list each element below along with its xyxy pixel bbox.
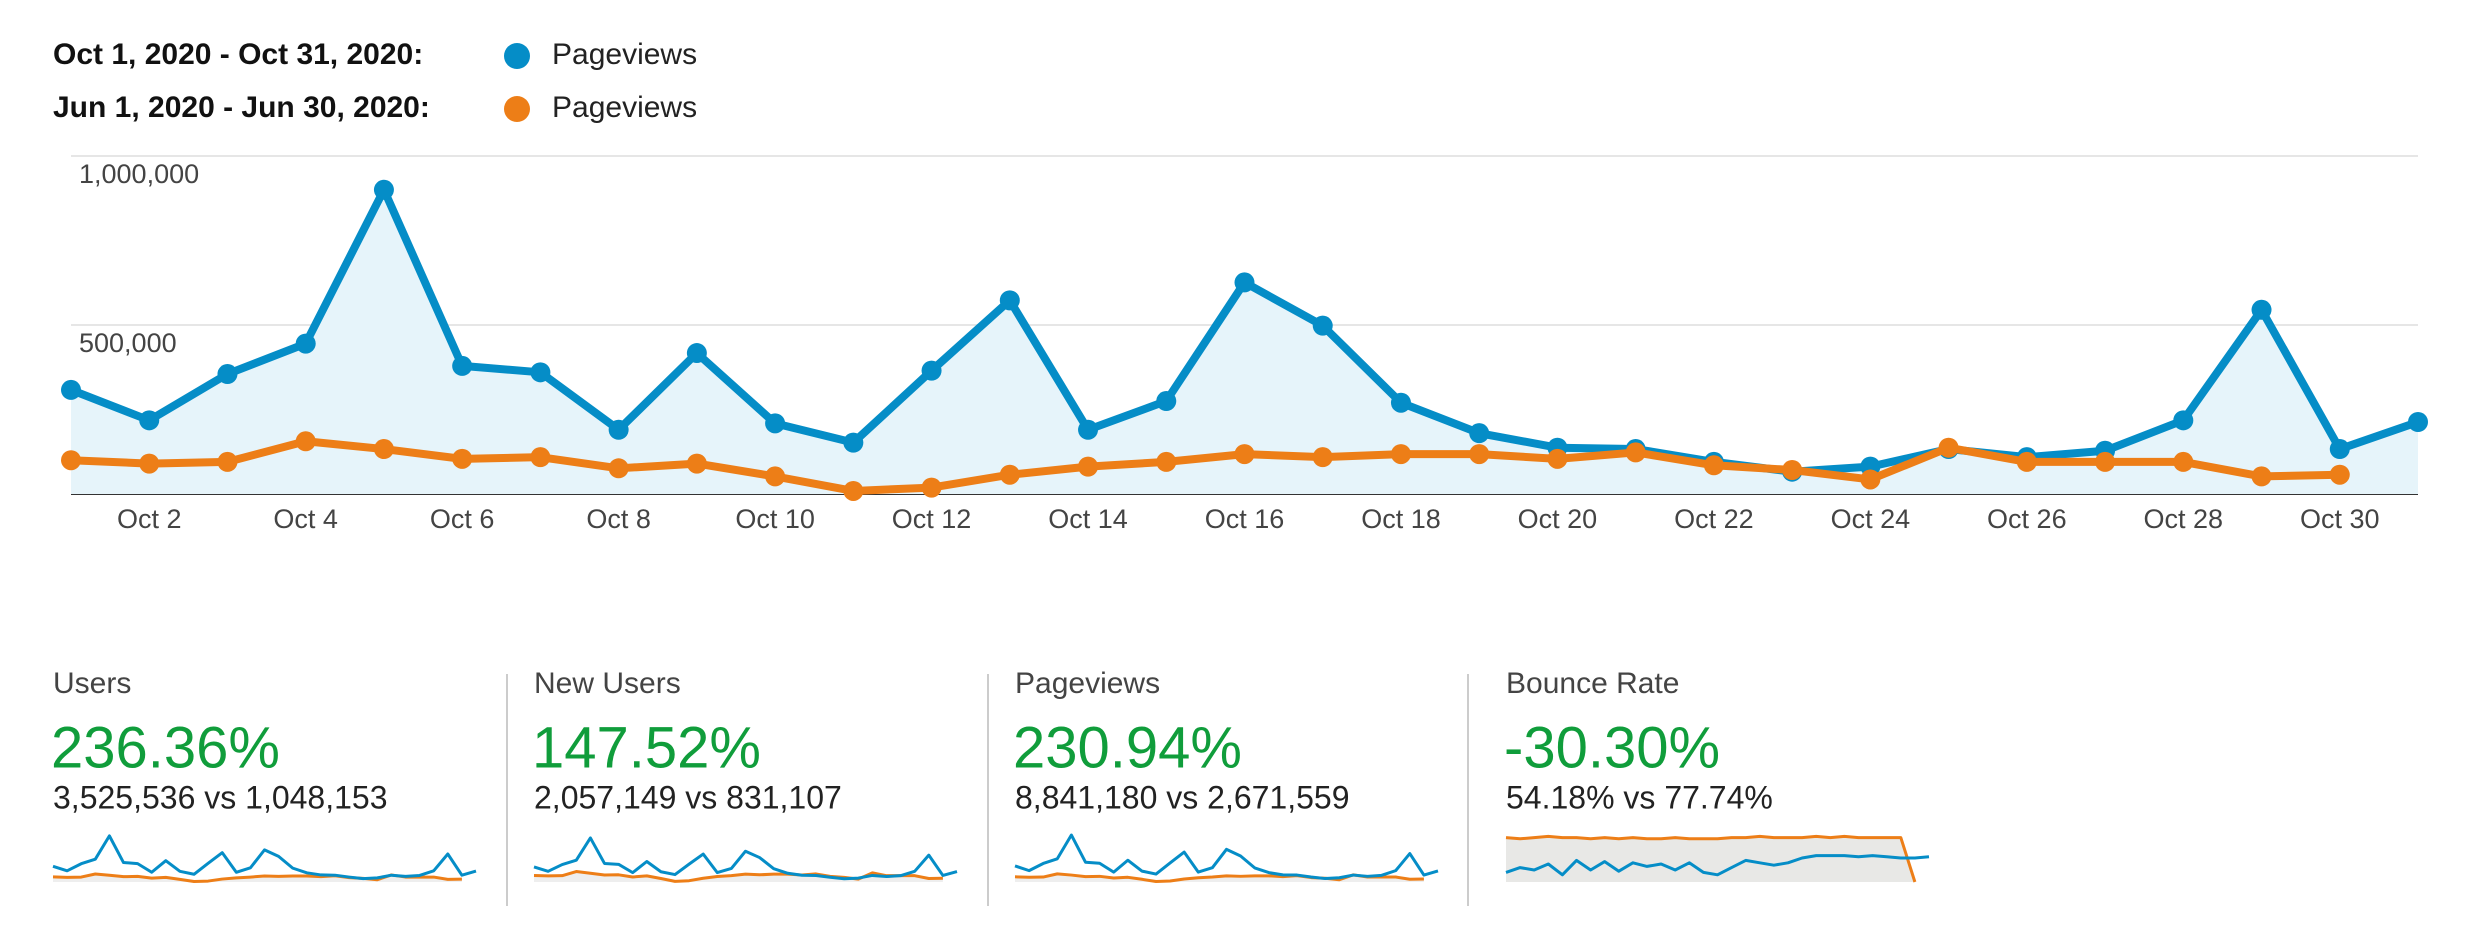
point: [608, 458, 629, 479]
x-tick-label: Oct 20: [1518, 504, 1598, 534]
point: [2173, 410, 2194, 431]
point: [2251, 299, 2272, 320]
point: [530, 447, 551, 468]
x-tick-label: Oct 4: [273, 504, 338, 534]
point: [608, 419, 629, 440]
point: [1625, 442, 1646, 463]
point: [843, 432, 864, 453]
point: [765, 466, 786, 487]
point: [1312, 315, 1333, 336]
point: [373, 439, 394, 460]
point: [765, 413, 786, 434]
point: [295, 431, 316, 452]
point: [1156, 391, 1177, 412]
x-tick-label: Oct 16: [1205, 504, 1285, 534]
legend-label: Pageviews: [552, 91, 697, 124]
point: [2016, 451, 2037, 472]
point: [921, 360, 942, 381]
card-comparison: 8,841,180 vs 2,671,559: [1015, 779, 1350, 815]
x-tick-label: Oct 30: [2300, 504, 2380, 534]
x-tick-label: Oct 18: [1361, 504, 1441, 534]
card-comparison: 54.18% vs 77.74%: [1506, 779, 1773, 815]
card-change: -30.30%: [1504, 715, 1720, 780]
point: [1860, 469, 1881, 490]
point: [1390, 392, 1411, 413]
point: [843, 480, 864, 501]
legend-dot: [504, 43, 530, 69]
card-comparison: 2,057,149 vs 831,107: [534, 779, 842, 815]
point: [1156, 451, 1177, 472]
legend-dot: [504, 96, 530, 122]
point: [2329, 439, 2350, 460]
x-tick-label: Oct 26: [1987, 504, 2067, 534]
point: [1782, 460, 1803, 481]
card-change: 230.94%: [1013, 715, 1242, 780]
point: [2251, 466, 2272, 487]
sparkline: [533, 836, 958, 881]
card-title: Pageviews: [1015, 667, 1160, 700]
y-tick-label: 500,000: [79, 328, 177, 358]
point: [999, 464, 1020, 485]
sparkline: [533, 870, 943, 883]
x-tick-label: Oct 22: [1674, 504, 1754, 534]
area: [71, 189, 2418, 495]
point: [217, 364, 238, 385]
x-tick-label: Oct 8: [586, 504, 651, 534]
sparkline-area: [1506, 836, 1915, 882]
card-title: New Users: [534, 667, 681, 700]
x-tick-label: Oct 10: [735, 504, 815, 534]
point: [1469, 444, 1490, 465]
point: [61, 450, 81, 471]
point: [139, 453, 160, 474]
x-tick-label: Oct 12: [892, 504, 972, 534]
x-tick-label: Oct 2: [117, 504, 182, 534]
point: [217, 451, 238, 472]
legend-period: Oct 1, 2020 - Oct 31, 2020:: [53, 38, 423, 71]
line: [70, 437, 2340, 495]
legend-label: Pageviews: [552, 38, 697, 71]
x-tick-label: Oct 6: [430, 504, 495, 534]
x-tick-label: Oct 14: [1048, 504, 1128, 534]
point: [452, 448, 473, 469]
point: [1312, 447, 1333, 468]
point: [1547, 448, 1568, 469]
point: [2173, 451, 2194, 472]
x-tick-label: Oct 28: [2144, 504, 2224, 534]
point: [1234, 444, 1255, 465]
point: [373, 179, 394, 200]
point: [452, 355, 473, 376]
sparkline: [1014, 833, 1439, 881]
sparkline: [52, 834, 477, 881]
point: [686, 343, 707, 364]
card-title: Bounce Rate: [1506, 667, 1679, 700]
card-title: Users: [53, 667, 131, 700]
point: [530, 362, 551, 383]
point: [139, 410, 160, 431]
point: [686, 453, 707, 474]
point: [1390, 444, 1411, 465]
point: [61, 379, 81, 400]
card-change: 236.36%: [51, 715, 280, 780]
card-change: 147.52%: [532, 715, 761, 780]
point: [2329, 464, 2350, 485]
point: [921, 477, 942, 498]
x-tick-label: Oct 24: [1831, 504, 1911, 534]
point: [1078, 456, 1099, 477]
point: [1234, 272, 1255, 293]
point: [2408, 412, 2428, 433]
point: [1703, 455, 1724, 476]
point: [2095, 451, 2116, 472]
sparkline: [1505, 854, 1930, 877]
y-tick-label: 1,000,000: [79, 159, 199, 189]
legend-period: Jun 1, 2020 - Jun 30, 2020:: [53, 91, 430, 124]
sparkline: [1505, 834, 1917, 883]
point: [295, 333, 316, 354]
point: [1938, 437, 1959, 458]
point: [1078, 419, 1099, 440]
card-comparison: 3,525,536 vs 1,048,153: [53, 779, 388, 815]
point: [999, 290, 1020, 311]
point: [1469, 423, 1490, 444]
